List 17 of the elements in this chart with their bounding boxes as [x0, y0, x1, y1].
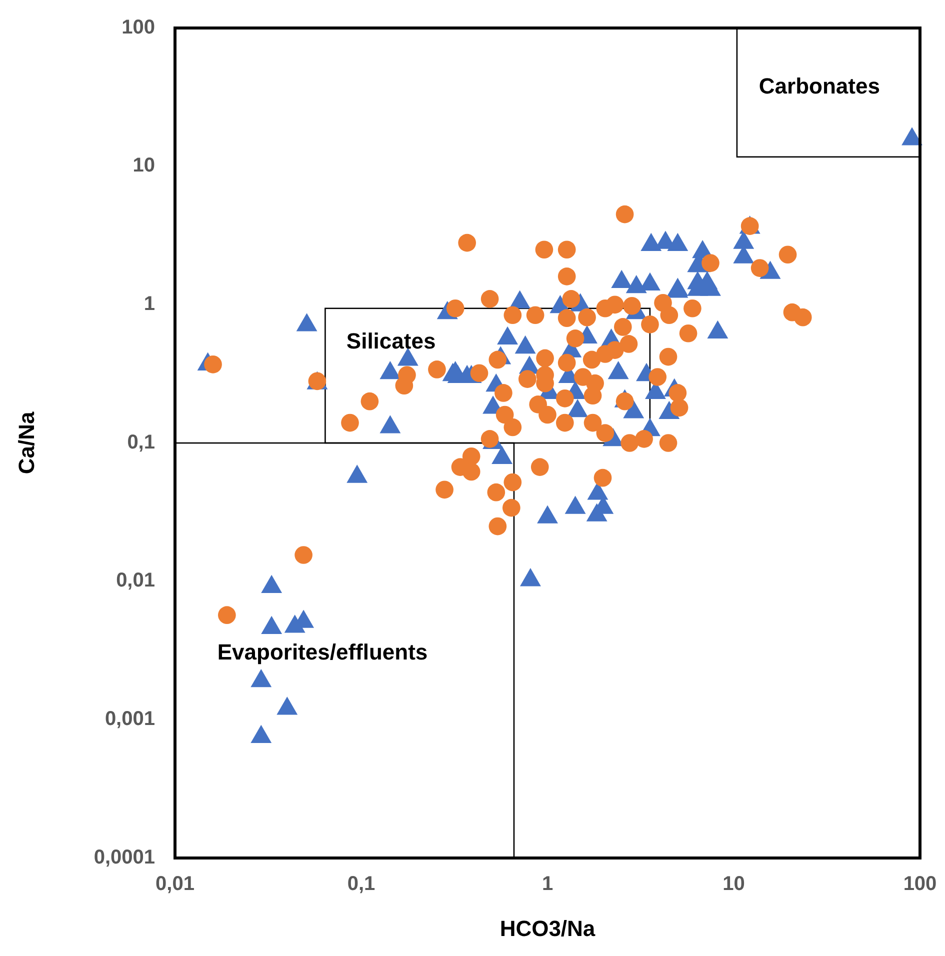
y-tick-label: 10	[132, 154, 155, 177]
x-axis-title: HCO3/Na	[500, 916, 596, 941]
annotation: Evaporites/effluents	[217, 640, 428, 665]
y-axis-title: Ca/Na	[14, 411, 39, 474]
y-tick-label: 100	[122, 16, 155, 38]
y-tick-label: 0,1	[127, 431, 155, 454]
y-tick-label: 0,001	[104, 708, 155, 730]
y-tick-label: 0,0001	[94, 846, 155, 868]
x-tick-label: 100	[903, 873, 937, 895]
annotation: Carbonates	[758, 74, 880, 99]
x-tick-label: 0,01	[156, 873, 194, 895]
x-tick-label: 1	[542, 873, 554, 895]
annotation: Silicates	[346, 328, 436, 354]
x-tick-label: 0,1	[347, 873, 376, 895]
x-tick-label: 10	[722, 873, 745, 895]
y-tick-label: 0,01	[116, 570, 155, 592]
y-tick-label: 1	[144, 292, 155, 315]
